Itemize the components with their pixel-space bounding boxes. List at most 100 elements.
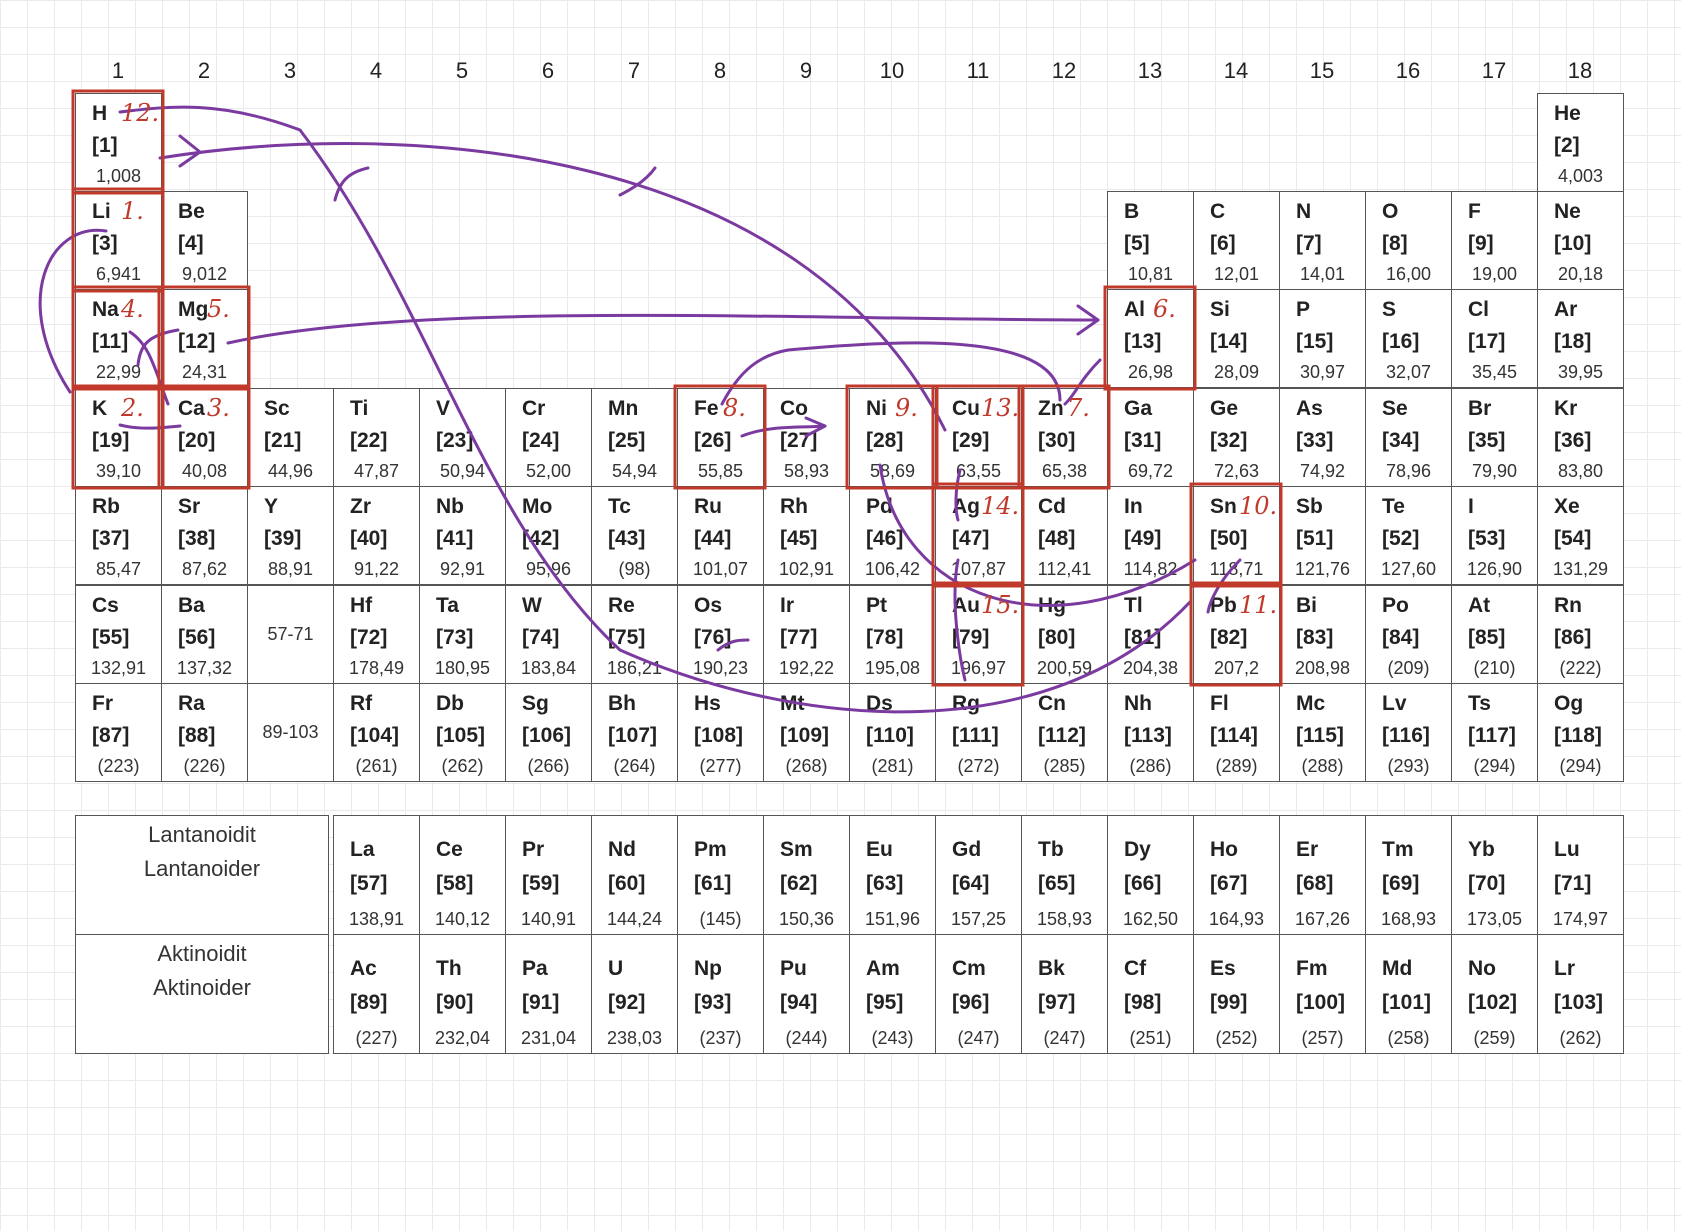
element-cell-cd: Cd [48] 112,41 — [1021, 486, 1108, 585]
atomic-number: [48] — [1038, 527, 1076, 550]
atomic-number: [35] — [1468, 429, 1506, 452]
element-cell-bh: Bh [107] (264) — [591, 683, 678, 782]
group-number: 7 — [627, 58, 641, 83]
atomic-number: [3] — [92, 232, 118, 255]
element-cell-os: Os [76] 190,23 — [677, 585, 764, 684]
atomic-number: [8] — [1382, 232, 1408, 255]
atomic-number: [59] — [522, 872, 560, 895]
element-cell-rh: Rh [45] 102,91 — [763, 486, 850, 585]
element-symbol: Dy — [1124, 838, 1151, 861]
element-cell-nh: Nh [113] (286) — [1107, 683, 1194, 782]
atomic-number: [100] — [1296, 991, 1346, 1014]
element-symbol: B — [1124, 200, 1140, 223]
atomic-mass: 151,96 — [864, 909, 921, 929]
atomic-number: [22] — [350, 429, 388, 452]
atomic-number: [9] — [1468, 232, 1494, 255]
element-symbol: Mg — [178, 298, 209, 321]
atomic-mass: 63,55 — [955, 461, 1002, 481]
element-cell-gd: Gd [64] 157,25 — [935, 815, 1022, 935]
element-cell-zr: Zr [40] 91,22 — [333, 486, 420, 585]
element-symbol: S — [1382, 298, 1397, 321]
atomic-number: [39] — [264, 527, 302, 550]
element-cell-ti: Ti [22] 47,87 — [333, 388, 420, 487]
group-number: 16 — [1395, 58, 1421, 83]
atomic-mass: 40,08 — [181, 461, 228, 481]
atomic-mass: 231,04 — [520, 1028, 577, 1048]
atomic-mass: 164,93 — [1208, 909, 1265, 929]
atomic-mass: 26,98 — [1127, 362, 1174, 382]
atomic-mass: 4,003 — [1557, 166, 1604, 186]
element-symbol: Re — [608, 594, 635, 617]
atomic-mass: 32,07 — [1385, 362, 1432, 382]
element-symbol: Tl — [1124, 594, 1143, 617]
element-symbol: Lr — [1554, 957, 1575, 980]
group-number: 15 — [1309, 58, 1335, 83]
atomic-number: [37] — [92, 527, 130, 550]
atomic-number: [74] — [522, 626, 560, 649]
element-cell-sc: Sc [21] 44,96 — [247, 388, 334, 487]
element-symbol: Og — [1554, 692, 1584, 715]
element-symbol: Ds — [866, 692, 893, 715]
element-symbol: Te — [1382, 495, 1405, 518]
element-symbol: Ne — [1554, 200, 1581, 223]
element-cell-ac: Ac [89] (227) — [333, 934, 420, 1054]
element-cell-bi: Bi [83] 208,98 — [1279, 585, 1366, 684]
element-cell-co: Co [27] 58,93 — [763, 388, 850, 487]
element-symbol: Am — [866, 957, 900, 980]
element-symbol: Ar — [1554, 298, 1578, 321]
atomic-number: [27] — [780, 429, 818, 452]
element-symbol: K — [92, 397, 108, 420]
element-symbol: Mc — [1296, 692, 1326, 715]
element-symbol: At — [1468, 594, 1491, 617]
atomic-mass: (264) — [613, 756, 656, 776]
element-symbol: Ba — [178, 594, 205, 617]
element-cell-pu: Pu [94] (244) — [763, 934, 850, 1054]
atomic-mass: 200,59 — [1036, 658, 1093, 678]
element-symbol: Rf — [350, 692, 373, 715]
element-symbol: Nd — [608, 838, 636, 861]
atomic-number: [47] — [952, 527, 990, 550]
series-range-label: 89-103 — [262, 722, 319, 742]
element-cell-ar: Ar [18] 39,95 — [1537, 289, 1624, 388]
element-symbol: Bk — [1038, 957, 1065, 980]
element-cell-no: No [102] (259) — [1451, 934, 1538, 1054]
atomic-mass: 16,00 — [1385, 264, 1432, 284]
element-symbol: Er — [1296, 838, 1319, 861]
atomic-mass: 190,23 — [692, 658, 749, 678]
element-symbol: Ho — [1210, 838, 1238, 861]
atomic-mass: 126,90 — [1466, 559, 1523, 579]
element-cell-rg: Rg [111] (272) — [935, 683, 1022, 782]
atomic-number: [102] — [1468, 991, 1518, 1014]
element-cell-ds: Ds [110] (281) — [849, 683, 936, 782]
atomic-number: [83] — [1296, 626, 1334, 649]
element-symbol: Br — [1468, 397, 1492, 420]
element-symbol: Rb — [92, 495, 120, 518]
element-cell-al: Al [13] 26,98 — [1107, 289, 1194, 388]
element-symbol: Ta — [436, 594, 459, 617]
element-symbol: V — [436, 397, 451, 420]
atomic-number: [49] — [1124, 527, 1162, 550]
atomic-mass: 83,80 — [1557, 461, 1604, 481]
group-number: 18 — [1567, 58, 1593, 83]
atomic-number: [117] — [1468, 724, 1516, 747]
element-symbol: Pa — [522, 957, 548, 980]
element-symbol: La — [350, 838, 375, 861]
atomic-mass: 69,72 — [1127, 461, 1174, 481]
atomic-mass: (261) — [355, 756, 398, 776]
element-symbol: Np — [694, 957, 722, 980]
element-symbol: Mt — [780, 692, 805, 715]
element-cell-am: Am [95] (243) — [849, 934, 936, 1054]
element-symbol: Yb — [1468, 838, 1495, 861]
atomic-mass: (266) — [527, 756, 570, 776]
atomic-number: [2] — [1554, 134, 1580, 157]
atomic-number: [114] — [1210, 724, 1258, 747]
element-cell-mo: Mo [42] 95,96 — [505, 486, 592, 585]
atomic-number: [51] — [1296, 527, 1334, 550]
atomic-number: [88] — [178, 724, 216, 747]
element-cell-rn: Rn [86] (222) — [1537, 585, 1624, 684]
atomic-mass: (288) — [1301, 756, 1344, 776]
atomic-number: [31] — [1124, 429, 1162, 452]
atomic-number: [99] — [1210, 991, 1248, 1014]
element-symbol: Xe — [1554, 495, 1580, 518]
element-symbol: Hg — [1038, 594, 1066, 617]
